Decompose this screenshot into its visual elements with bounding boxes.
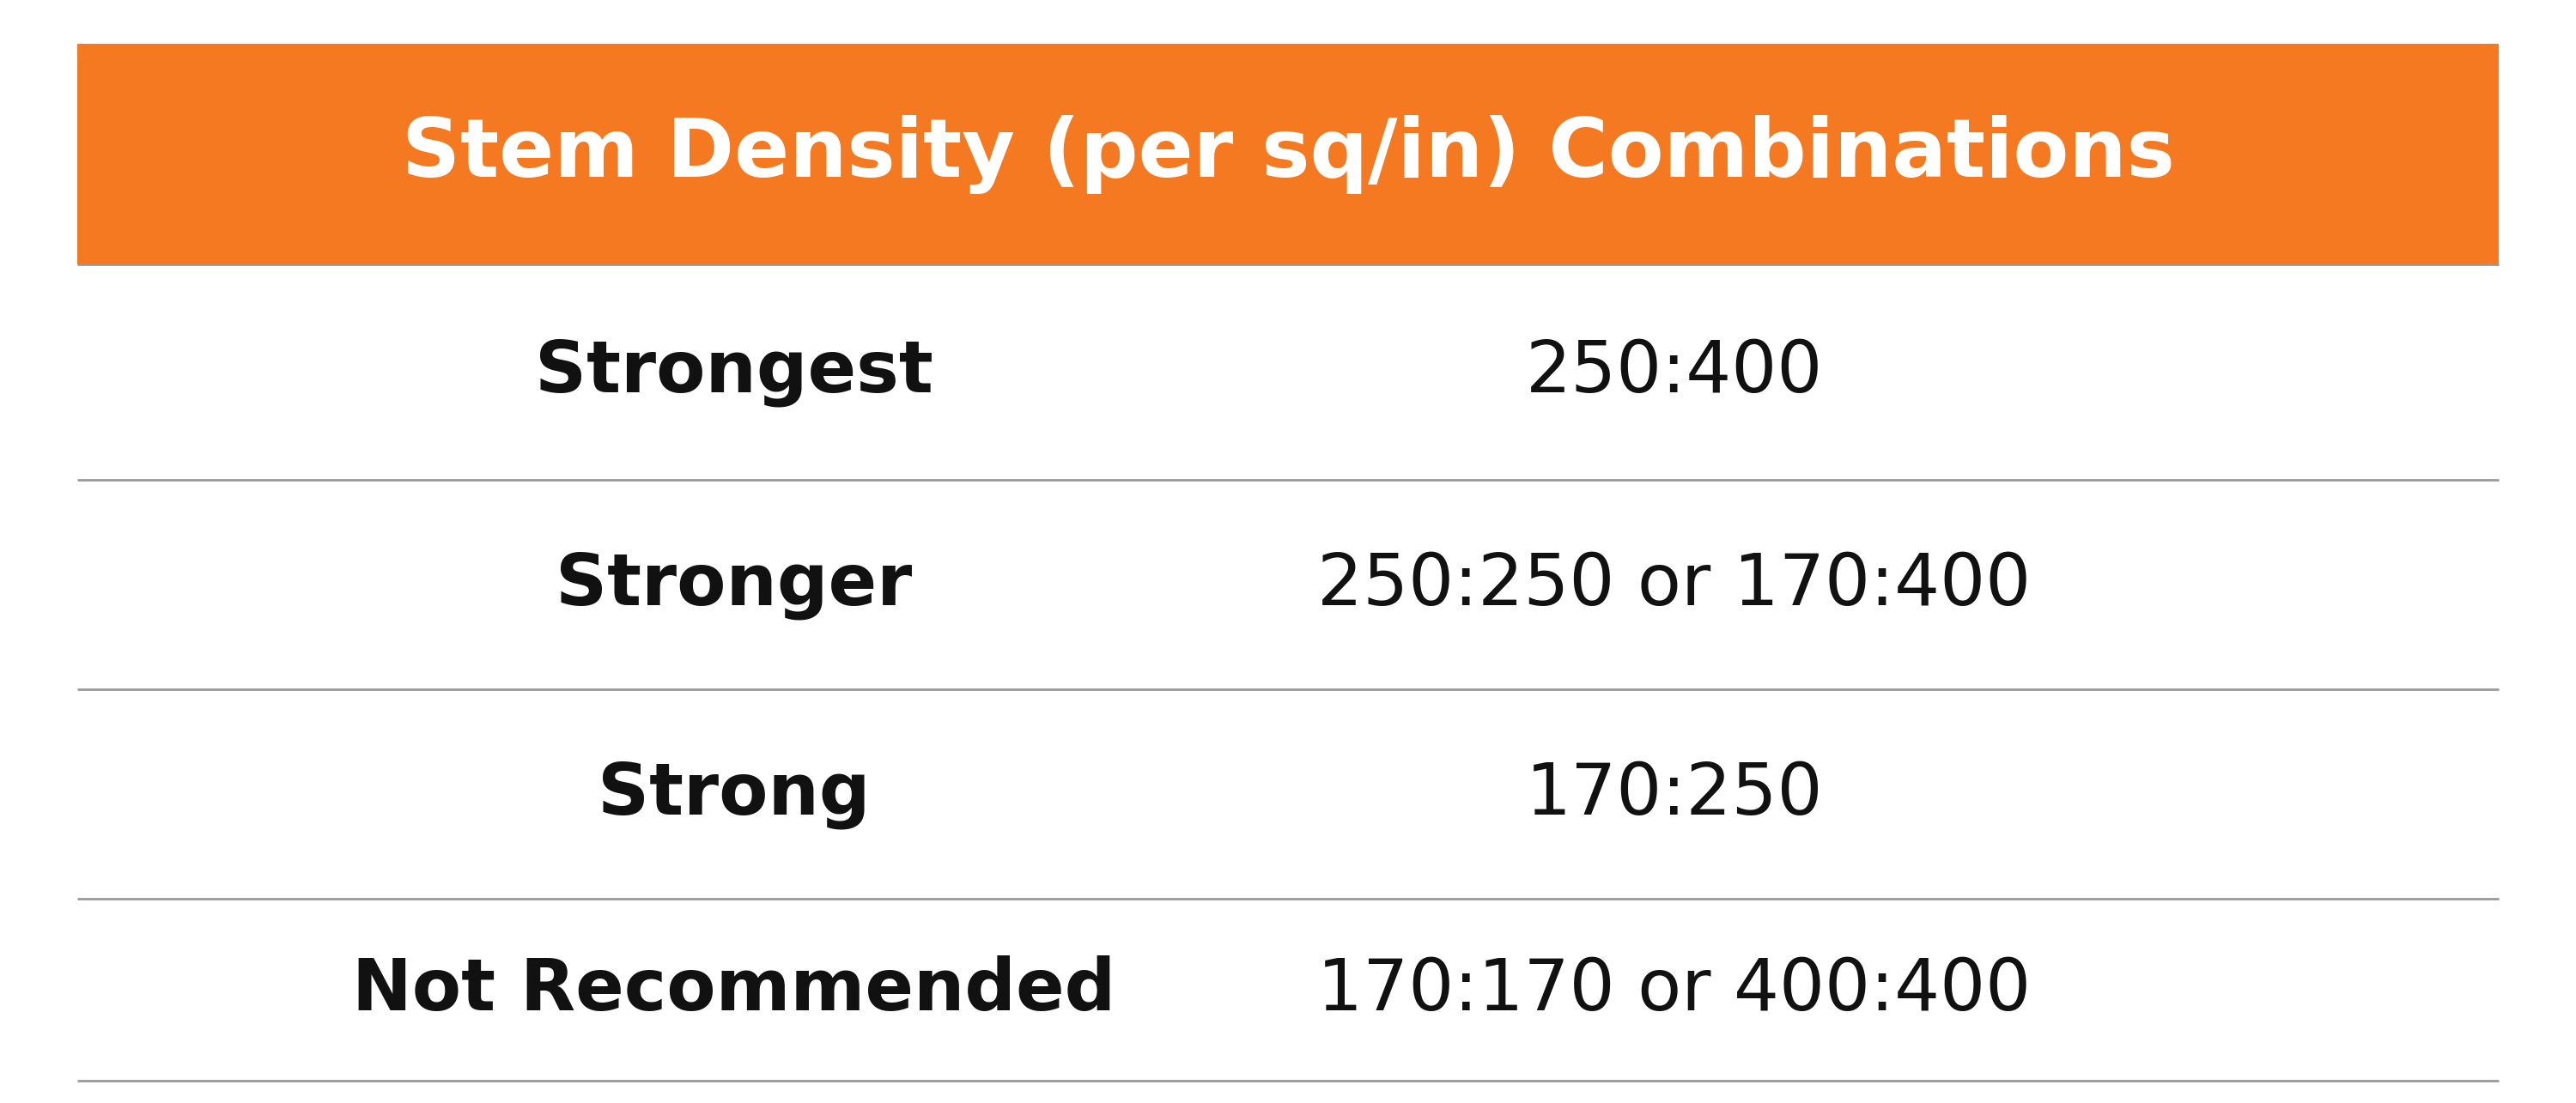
Text: Not Recommended: Not Recommended [353, 955, 1115, 1025]
Text: Strong: Strong [598, 759, 871, 829]
Text: 170:170 or 400:400: 170:170 or 400:400 [1316, 955, 2032, 1025]
Text: Strongest: Strongest [536, 338, 933, 407]
Text: Stronger: Stronger [556, 549, 912, 620]
Bar [77, 44, 2499, 265]
Text: 170:250: 170:250 [1525, 759, 1824, 829]
Text: 250:250 or 170:400: 250:250 or 170:400 [1316, 549, 2032, 620]
Text: 250:400: 250:400 [1525, 338, 1824, 407]
Text: Stem Density (per sq/in) Combinations: Stem Density (per sq/in) Combinations [402, 115, 2174, 194]
